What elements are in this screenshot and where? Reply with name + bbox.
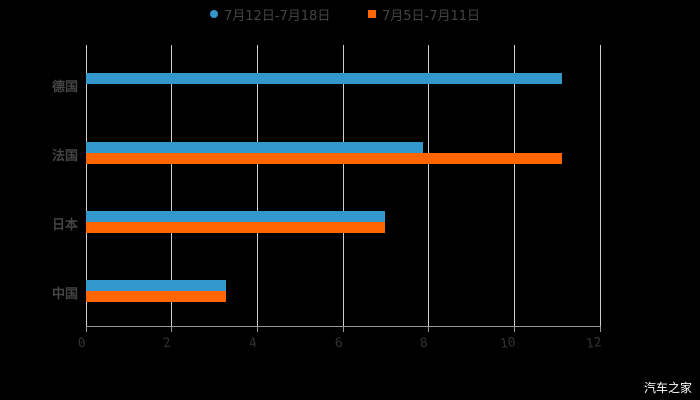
x-tick-label: 2 [161,335,172,352]
y-category-label: 中国 [51,287,78,302]
x-tick [257,327,258,332]
gridline [257,45,258,327]
x-tick [86,327,87,332]
legend-item-series-2[interactable]: 7月5日-7月11日 [368,4,480,24]
y-category-label: 日本 [51,218,78,233]
bar-china-series-1[interactable] [86,280,226,291]
gridline [428,45,429,327]
bar-france-series-1[interactable] [86,142,423,153]
x-tick-label: 0 [76,335,87,352]
y-category-label: 法国 [51,149,78,164]
x-tick [343,327,344,332]
gridline [600,45,601,327]
bar-france-series-2[interactable] [86,153,562,164]
y-category-label: 德国 [51,80,78,95]
bar-japan-series-1[interactable] [86,211,385,222]
gridline [343,45,344,327]
x-tick [514,327,515,332]
x-tick-label: 8 [418,335,429,352]
x-tick [600,327,601,332]
legend-item-series-1[interactable]: 7月12日-7月18日 [210,4,330,24]
x-axis [86,326,601,327]
circle-marker-icon [210,10,218,18]
gridline [171,45,172,327]
x-tick [428,327,429,332]
x-tick-label: 12 [585,334,603,353]
legend-label: 7月5日-7月11日 [382,8,481,24]
gridline [86,45,87,327]
bar-germany-series-1[interactable] [86,73,562,84]
square-marker-icon [368,10,376,18]
x-tick [171,327,172,332]
x-tick-label: 6 [333,335,344,352]
gridline [514,45,515,327]
bar-japan-series-2[interactable] [86,222,385,233]
chart-legend: 7月12日-7月18日 7月5日-7月11日 [0,4,700,24]
x-tick-label: 10 [499,334,517,353]
bar-china-series-2[interactable] [86,291,226,302]
x-tick-label: 4 [247,335,258,352]
legend-label: 7月12日-7月18日 [224,8,331,24]
watermark-logo: 汽车之家 [643,381,692,395]
